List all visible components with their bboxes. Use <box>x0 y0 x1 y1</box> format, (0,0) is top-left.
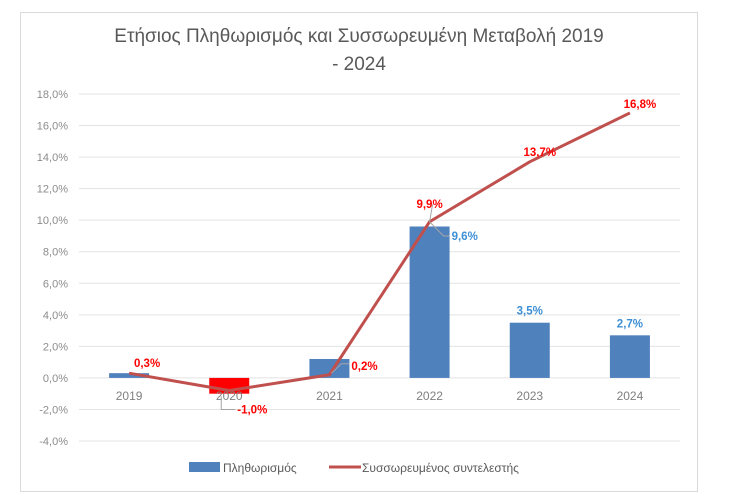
y-tick-label: -2,0% <box>39 404 68 416</box>
leader-line <box>331 363 350 374</box>
y-tick-label: 8,0% <box>43 247 68 259</box>
x-tick-label: 2022 <box>416 389 443 403</box>
y-tick-label: 6,0% <box>43 278 68 290</box>
legend-label-cumulative: Συσσωρευμένος συντελεστής <box>362 461 519 475</box>
line-data-label: 13,7% <box>523 147 556 159</box>
x-tick-label: 2020 <box>216 389 243 403</box>
line-data-label: 16,8% <box>624 99 657 111</box>
legend-label-inflation: Πληθωρισμός <box>223 461 297 475</box>
x-tick-label: 2019 <box>116 389 143 403</box>
bar-data-label: 9,6% <box>452 231 478 243</box>
leader-line <box>429 204 434 222</box>
bar-2022 <box>409 226 450 378</box>
y-tick-label: 12,0% <box>37 184 68 196</box>
y-tick-label: 16,0% <box>37 121 68 133</box>
bar-2019 <box>109 373 150 378</box>
bar-2024 <box>609 335 650 378</box>
legend: Πληθωρισμός Συσσωρευμένος συντελεστής <box>189 461 519 475</box>
leader-line <box>429 221 450 237</box>
bar-2023 <box>509 322 550 378</box>
line-data-label: 0,2% <box>351 361 377 373</box>
bar-data-label: 3,5% <box>517 306 543 318</box>
y-tick-label: 4,0% <box>43 310 68 322</box>
y-tick-label: 18,0% <box>37 89 68 101</box>
x-tick-label: 2024 <box>617 389 644 403</box>
bar-data-label: -1,0% <box>237 404 267 416</box>
leader-line <box>220 396 236 410</box>
y-tick-label: 14,0% <box>37 152 68 164</box>
y-tick-label: -4,0% <box>39 436 68 448</box>
chart-frame <box>20 12 698 492</box>
x-tick-label: 2023 <box>516 389 543 403</box>
y-tick-label: 0,0% <box>43 373 68 385</box>
cumulative-line <box>128 111 631 393</box>
legend-bar-swatch <box>189 462 220 472</box>
chart-title-line1: Ετήσιος Πληθωρισμός και Συσσωρευμένη Μετ… <box>114 26 603 47</box>
y-tick-label: 2,0% <box>43 341 68 353</box>
bar-2021 <box>309 358 350 378</box>
bar-data-label: 2,7% <box>617 318 643 330</box>
x-tick-label: 2021 <box>316 389 343 403</box>
line-data-label: 9,9% <box>416 199 442 211</box>
y-tick-label: 10,0% <box>37 215 68 227</box>
chart-title-line2: - 2024 <box>332 54 386 75</box>
line-data-label: 0,3% <box>134 358 160 370</box>
